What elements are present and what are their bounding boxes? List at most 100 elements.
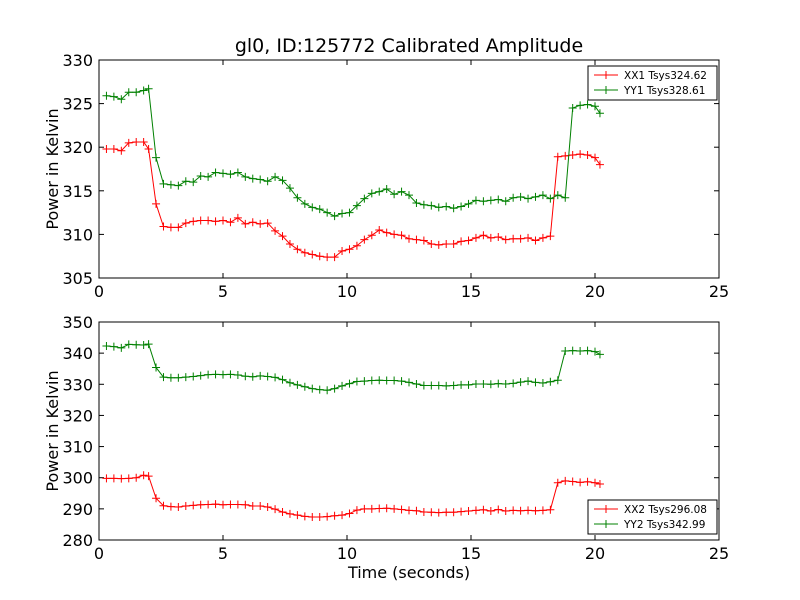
data-point [449, 204, 458, 213]
data-point [345, 509, 354, 518]
data-point [576, 346, 585, 355]
data-point [509, 379, 518, 388]
data-point [293, 245, 302, 254]
data-point [442, 239, 451, 248]
x-tick-label: 0 [94, 282, 104, 301]
data-point [595, 109, 604, 118]
data-point [308, 512, 317, 521]
data-point [434, 508, 443, 517]
data-point [568, 346, 577, 355]
data-point [419, 236, 428, 245]
data-point [204, 216, 213, 225]
data-point [501, 235, 510, 244]
data-point [561, 151, 570, 160]
data-point [308, 250, 317, 259]
data-point [531, 506, 540, 515]
data-point [524, 194, 533, 203]
data-point [382, 185, 391, 194]
data-point [531, 236, 540, 245]
data-point [278, 507, 287, 516]
legend-label: XX1 Tsys324.62 [624, 70, 707, 82]
data-point [486, 380, 495, 389]
data-point [509, 193, 518, 202]
data-point [315, 252, 324, 261]
data-point [166, 223, 175, 232]
data-point [109, 92, 118, 101]
data-point [204, 172, 213, 181]
data-point [471, 379, 480, 388]
data-point [102, 91, 111, 100]
data-point [124, 138, 133, 147]
data-point [278, 232, 287, 241]
data-point [509, 506, 518, 515]
data-point [479, 505, 488, 514]
data-point [196, 500, 205, 509]
data-point [486, 196, 495, 205]
data-point [159, 179, 168, 188]
data-point [501, 197, 510, 206]
top-panel: Power in Kelvin 0 5 10 15 20 25 305 310 315 320 32… [43, 51, 729, 301]
data-point [241, 372, 250, 381]
legend-label: XX2 Tsys296.08 [624, 504, 707, 516]
data-point [464, 236, 473, 245]
data-point [464, 380, 473, 389]
data-point [308, 203, 317, 212]
y-tick-label: 330 [62, 51, 93, 70]
data-point [263, 219, 272, 228]
data-point [263, 177, 272, 186]
data-point [181, 177, 190, 186]
legend-marker [602, 520, 610, 528]
data-point [449, 508, 458, 517]
data-point [204, 370, 213, 379]
data-point [315, 512, 324, 521]
data-point [397, 505, 406, 514]
data-point [345, 245, 354, 254]
data-point [457, 507, 466, 516]
legend-marker [602, 86, 610, 94]
data-point [412, 199, 421, 208]
data-point [189, 501, 198, 510]
data-point [516, 234, 525, 243]
data-point [382, 228, 391, 237]
data-point [144, 472, 153, 481]
data-point [412, 235, 421, 244]
y-tick-label: 305 [62, 269, 93, 288]
data-point [330, 212, 339, 221]
legend-box [587, 65, 718, 101]
data-point [494, 233, 503, 242]
data-point [360, 194, 369, 203]
data-point [181, 219, 190, 228]
data-point [360, 377, 369, 386]
data-point [397, 377, 406, 386]
data-point [561, 346, 570, 355]
data-point [174, 181, 183, 190]
data-point [538, 191, 547, 200]
y-tick-label: 340 [62, 344, 93, 363]
data-point [189, 217, 198, 226]
data-point [330, 511, 339, 520]
data-point [509, 234, 518, 243]
data-point [576, 150, 585, 159]
data-point [553, 191, 562, 200]
x-tick-label: 5 [218, 282, 228, 301]
data-point [345, 208, 354, 217]
data-point [442, 508, 451, 517]
data-point [427, 381, 436, 390]
data-point [241, 219, 250, 228]
data-point [434, 203, 443, 212]
data-point [315, 205, 324, 214]
data-point [442, 202, 451, 211]
data-point [595, 350, 604, 359]
data-point [479, 231, 488, 240]
data-point [152, 494, 161, 503]
data-point [132, 88, 141, 97]
data-point [367, 376, 376, 385]
data-point [139, 341, 148, 350]
data-point [576, 478, 585, 487]
y-tick-label: 315 [62, 182, 93, 201]
data-point [315, 385, 324, 394]
x-tick-label: 25 [709, 544, 729, 563]
data-point [166, 502, 175, 511]
data-point [166, 373, 175, 382]
data-point [226, 500, 235, 509]
